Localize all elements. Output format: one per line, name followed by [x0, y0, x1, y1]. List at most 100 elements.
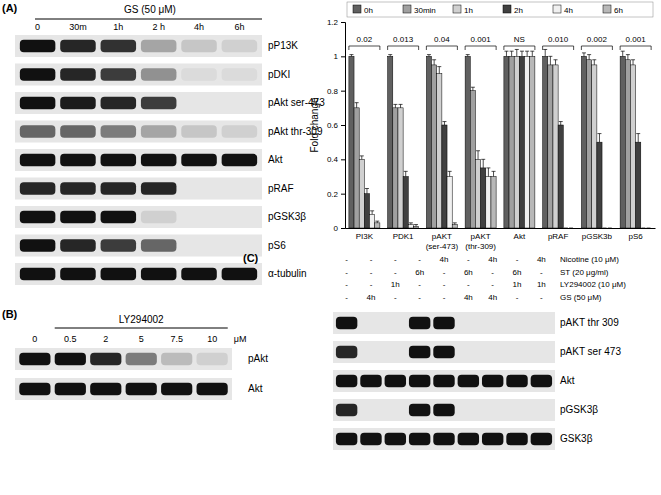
treatment-value: - [540, 293, 543, 302]
band [161, 353, 192, 365]
band [141, 125, 177, 137]
treatment-value: - [491, 280, 494, 289]
band [222, 211, 258, 223]
treatment-value: 4h [464, 293, 473, 302]
bar [504, 56, 509, 228]
bar [592, 65, 597, 228]
bar [514, 56, 519, 228]
treatment-value: 4h [488, 255, 497, 264]
error-bar [388, 55, 392, 57]
lane-label: 6h [234, 22, 244, 32]
band [101, 68, 137, 80]
blot-strip [15, 35, 262, 57]
band [20, 97, 56, 109]
band [531, 433, 552, 445]
band [181, 68, 217, 80]
band [20, 68, 56, 80]
tick-mark [341, 228, 345, 229]
band [506, 433, 527, 445]
bar [568, 228, 573, 229]
band [360, 433, 381, 445]
panel-b: (B)pAktAktLY29400200.5257.510μM [2, 308, 268, 400]
tick: 0.6 [327, 121, 345, 130]
bar [408, 225, 413, 228]
bar [403, 177, 408, 229]
annotation: 0.001 [626, 35, 647, 44]
band [482, 433, 503, 445]
tick: 0 [334, 224, 345, 233]
band [433, 433, 454, 445]
blot-strip [15, 92, 262, 114]
annotation: 0.013 [393, 35, 414, 44]
tick-mark [341, 56, 345, 57]
band [222, 239, 258, 251]
lane-label: 10 [207, 334, 217, 344]
blot-strip [333, 399, 555, 421]
band [101, 268, 137, 280]
x-axis [346, 228, 656, 230]
tick-label: 0.6 [327, 121, 339, 130]
error-bar [481, 159, 485, 168]
bar [452, 225, 457, 228]
blot-strip [15, 263, 262, 285]
bracket [426, 46, 457, 50]
error-bar [641, 228, 645, 229]
error-bar [375, 221, 379, 223]
bar [602, 228, 607, 229]
error-bar [453, 223, 457, 225]
legend-swatch [503, 5, 511, 13]
treatment-value: 1h [391, 280, 400, 289]
lane-label: 7.5 [170, 334, 183, 344]
error-bar [626, 55, 630, 60]
band [433, 317, 454, 329]
tick-label: 1.2 [327, 18, 339, 27]
legend-label: 2h [514, 6, 523, 15]
treatment-value: - [370, 280, 373, 289]
band [360, 346, 381, 358]
band [141, 97, 177, 109]
treatment-label: GS (50 μM) [560, 293, 602, 302]
error-bar [486, 168, 490, 177]
treatment-value: 6h [513, 268, 522, 277]
band [19, 383, 50, 395]
error-bar [409, 223, 413, 225]
band [409, 404, 430, 416]
panel-a: (A)GS (50 μM)pP13KpDKIpAkt ser-473pAkt t… [2, 2, 325, 285]
bar [432, 65, 437, 228]
band [222, 182, 258, 194]
treatment-value: - [394, 255, 397, 264]
band [433, 375, 454, 387]
band [60, 125, 96, 137]
treatment-label: GS (50 μM) [124, 4, 176, 15]
band [60, 97, 96, 109]
annotation: 0.010 [548, 35, 569, 44]
treatment-value: 6h [464, 268, 473, 277]
tick: 0.2 [327, 190, 345, 199]
band [19, 353, 50, 365]
annotation: 0.002 [587, 35, 608, 44]
bar [470, 91, 475, 228]
treatment-value: 6h [415, 268, 424, 277]
band [531, 404, 552, 416]
legend-label: 30min [414, 6, 436, 15]
plot-area [349, 49, 651, 228]
legend: 0h30min1h2h4h6h [347, 2, 653, 17]
blot-strip [333, 341, 555, 363]
blot-strip [333, 428, 555, 450]
treatment-value: 1h [513, 280, 522, 289]
tick: 0.4 [327, 155, 345, 164]
band [336, 317, 357, 329]
band [181, 154, 217, 166]
band [222, 97, 258, 109]
annotation: NS [514, 35, 525, 44]
bar [525, 56, 530, 228]
lane-label: 0 [32, 334, 37, 344]
bar [393, 108, 398, 228]
error-bar [476, 151, 480, 160]
error-bar [515, 49, 519, 56]
bar [597, 142, 602, 228]
error-bar [504, 51, 508, 56]
treatment-value: - [443, 280, 446, 289]
bar [620, 56, 625, 228]
treatment-value: - [345, 293, 348, 302]
